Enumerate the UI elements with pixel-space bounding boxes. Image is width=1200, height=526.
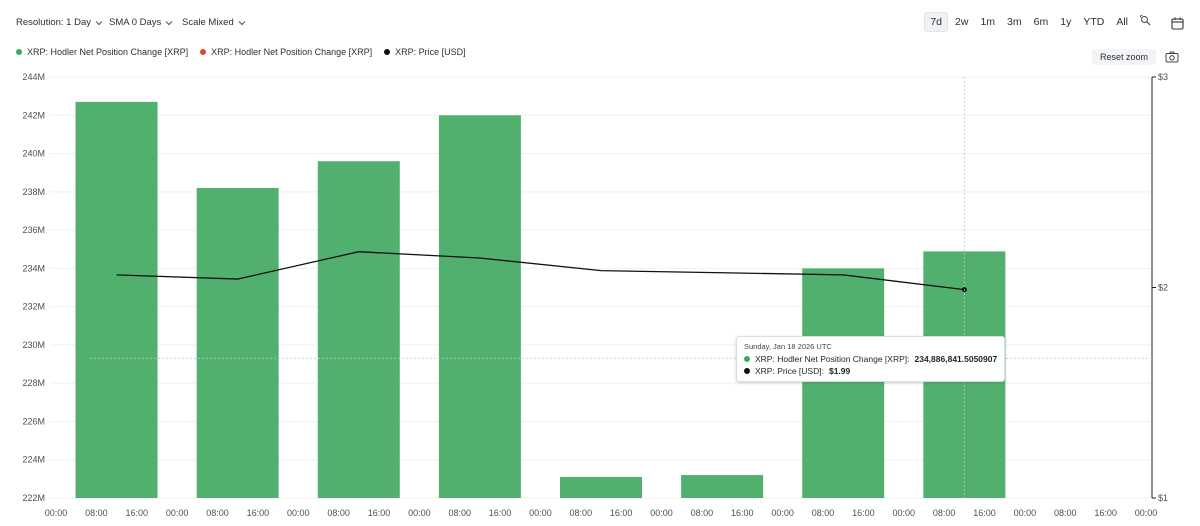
bar [317, 161, 400, 498]
x-axis: 00:00 08:00 16:00 00:00 08:00 16:00 00:00 08:00… [45, 508, 1158, 518]
x-tick-label: 16:00 [610, 508, 633, 518]
y-left-tick-label: 230M [22, 340, 45, 350]
sma-dropdown[interactable]: SMA 0 Days [109, 17, 173, 28]
chevron-down-icon [95, 20, 103, 25]
x-tick-label: 00:00 [650, 508, 673, 518]
legend-dot [16, 49, 22, 55]
resolution-dropdown[interactable]: Resolution: 1 Day [16, 17, 103, 28]
tooltip-value: 234,886,841.5050907 [914, 354, 998, 364]
range-6m[interactable]: 6m [1033, 16, 1049, 28]
x-tick-label: 00:00 [893, 508, 916, 518]
y-left-tick-label: 236M [22, 225, 45, 235]
resolution-label: Resolution: 1 Day [16, 17, 91, 28]
tooltip-label: XRP: Price [USD]: [755, 366, 824, 376]
legend-item-price[interactable]: XRP: Price [USD] [384, 47, 466, 57]
reset-zoom-button[interactable]: Reset zoom [1092, 49, 1156, 65]
x-tick-label: 16:00 [125, 508, 148, 518]
x-tick-label: 16:00 [731, 508, 754, 518]
range-2w[interactable]: 2w [955, 16, 969, 28]
tooltip-dot [744, 368, 750, 374]
chart-legend: XRP: Hodler Net Position Change [XRP] XR… [16, 47, 466, 57]
chart-tooltip: Sunday, Jan 18 2026 UTC XRP: Hodler Net … [736, 336, 1006, 382]
bar [75, 101, 158, 499]
scale-label: Scale Mixed [182, 17, 234, 28]
x-tick-label: 16:00 [368, 508, 391, 518]
x-tick-label: 00:00 [45, 508, 68, 518]
y-left-tick-label: 224M [22, 455, 45, 465]
bar [802, 268, 885, 498]
x-tick-label: 00:00 [771, 508, 794, 518]
x-tick-label: 00:00 [529, 508, 552, 518]
tooltip-dot [744, 356, 750, 362]
y-left-tick-label: 240M [22, 149, 45, 159]
toolbar: Resolution: 1 Day SMA 0 Days Scale Mixed… [0, 0, 1200, 46]
range-selector: 7d 2w 1m 3m 6m 1y YTD All [924, 12, 1156, 32]
y-left-tick-label: 242M [22, 110, 45, 120]
price-line [116, 251, 965, 291]
x-tick-label: 16:00 [247, 508, 270, 518]
x-tick-label: 00:00 [1135, 508, 1158, 518]
legend-dot [384, 49, 391, 55]
y-right-tick-label: $2 [1158, 283, 1168, 293]
y-left-tick-label: 228M [22, 378, 45, 388]
chevron-down-icon [165, 20, 173, 25]
x-tick-label: 08:00 [812, 508, 835, 518]
x-tick-label: 08:00 [1054, 508, 1077, 518]
y-left-tick-label: 222M [22, 493, 45, 503]
legend-label: XRP: Hodler Net Position Change [XRP] [27, 47, 189, 57]
x-tick-label: 16:00 [1094, 508, 1117, 518]
bar [438, 115, 521, 498]
x-tick-label: 00:00 [1014, 508, 1037, 518]
bar [196, 187, 279, 498]
calendar-icon[interactable] [1167, 13, 1187, 33]
sma-label: SMA 0 Days [109, 17, 162, 28]
range-3m[interactable]: 3m [1007, 16, 1022, 28]
bar-series [75, 101, 1006, 499]
y-left-tick-label: 234M [22, 263, 45, 273]
x-tick-label: 08:00 [448, 508, 471, 518]
y-axis-left: 222M 224M 226M 228M 230M 232M 234M 236M 238M 240M… [22, 72, 45, 503]
bar [681, 475, 764, 498]
x-tick-label: 08:00 [570, 508, 593, 518]
y-right-tick-label: $1 [1158, 493, 1168, 503]
x-tick-label: 08:00 [327, 508, 350, 518]
x-tick-label: 08:00 [85, 508, 108, 518]
scale-dropdown[interactable]: Scale Mixed [182, 17, 246, 28]
tooltip-row-hodler: XRP: Hodler Net Position Change [XRP]: 2… [744, 354, 997, 364]
legend-label: XRP: Hodler Net Position Change [XRP] [211, 47, 373, 57]
x-tick-label: 16:00 [973, 508, 996, 518]
tooltip-row-price: XRP: Price [USD]: $1.99 [744, 366, 997, 376]
tooltip-label: XRP: Hodler Net Position Change [XRP]: [755, 354, 910, 364]
legend-item-hodler-green[interactable]: XRP: Hodler Net Position Change [XRP] [16, 47, 188, 57]
legend-item-hodler-red[interactable]: XRP: Hodler Net Position Change [XRP] [200, 47, 372, 57]
camera-icon[interactable] [1165, 50, 1179, 64]
range-1m[interactable]: 1m [980, 16, 996, 28]
x-tick-label: 00:00 [287, 508, 310, 518]
y-right-tick-label: $3 [1158, 72, 1168, 82]
legend-label: XRP: Price [USD] [395, 47, 466, 57]
range-1y[interactable]: 1y [1060, 16, 1072, 28]
y-left-tick-label: 232M [22, 302, 45, 312]
x-tick-label: 08:00 [933, 508, 956, 518]
bar [560, 476, 642, 498]
range-all[interactable]: All [1116, 16, 1128, 28]
legend-dot [200, 49, 207, 55]
y-left-tick-label: 226M [22, 416, 45, 426]
y-left-tick-label: 238M [22, 187, 45, 197]
chevron-down-icon [238, 20, 246, 25]
y-left-tick-label: 244M [22, 72, 45, 82]
x-tick-label: 00:00 [166, 508, 189, 518]
y-axis-right: $1 $2 $3 [1151, 72, 1168, 503]
x-tick-label: 00:00 [408, 508, 431, 518]
x-tick-label: 08:00 [206, 508, 229, 518]
tooltip-date: Sunday, Jan 18 2026 UTC [744, 342, 832, 351]
x-tick-label: 16:00 [852, 508, 875, 518]
x-tick-label: 08:00 [691, 508, 714, 518]
x-tick-label: 16:00 [489, 508, 512, 518]
zoom-select-icon[interactable] [1135, 12, 1156, 32]
range-7d[interactable]: 7d [924, 12, 949, 32]
range-ytd[interactable]: YTD [1083, 16, 1105, 28]
tooltip-value: $1.99 [828, 366, 851, 376]
